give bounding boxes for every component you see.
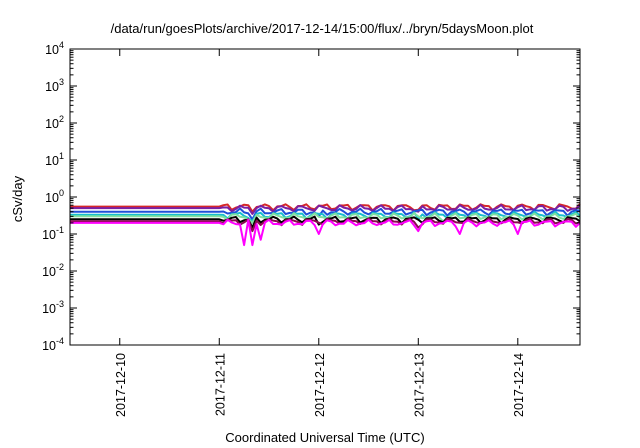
y-tick-base: 10 <box>42 265 56 279</box>
series-line <box>70 203 581 215</box>
y-tick-exponent: -4 <box>56 336 64 346</box>
y-tick-base: 10 <box>45 43 59 57</box>
plot-frame <box>69 48 581 346</box>
y-tick-base: 10 <box>45 154 59 168</box>
y-tick-exponent: 1 <box>59 151 64 161</box>
series-line <box>70 207 581 221</box>
x-tick-label: 2017-12-11 <box>213 353 227 416</box>
y-tick-label: 10-3 <box>42 299 64 316</box>
y-tick-label: 103 <box>45 77 64 94</box>
x-tick-label: 2017-12-12 <box>313 353 327 417</box>
y-tick-label: 100 <box>45 188 64 205</box>
y-tick-exponent: -1 <box>56 225 64 235</box>
y-tick-exponent: 4 <box>59 40 64 50</box>
series-layer <box>70 203 581 247</box>
y-tick-exponent: 2 <box>59 114 64 124</box>
chart-title: /data/run/goesPlots/archive/2017-12-14/1… <box>111 21 534 36</box>
y-tick-base: 10 <box>45 191 59 205</box>
x-tick-label: 2017-12-14 <box>512 353 526 417</box>
y-tick-label: 10-2 <box>42 262 64 279</box>
y-tick-base: 10 <box>42 302 56 316</box>
x-axis-label: Coordinated Universal Time (UTC) <box>225 430 424 445</box>
y-tick-base: 10 <box>42 339 56 353</box>
y-tick-label: 104 <box>45 40 64 57</box>
series-line <box>70 217 581 233</box>
y-tick-label: 102 <box>45 114 64 131</box>
y-tick-exponent: 3 <box>59 77 64 87</box>
series-line <box>70 215 581 229</box>
y-tick-exponent: 0 <box>59 188 64 198</box>
series-line <box>70 210 581 223</box>
y-tick-base: 10 <box>45 117 59 131</box>
x-tick-label: 2017-12-13 <box>412 353 426 417</box>
x-axis: 2017-12-10 2017-12-11 2017-12-12 2017-12-13… <box>114 49 526 417</box>
series-line <box>70 212 581 224</box>
y-tick-label: 101 <box>45 151 64 168</box>
y-tick-exponent: -3 <box>56 299 64 309</box>
y-tick-base: 10 <box>45 80 59 94</box>
x-tick-label: 2017-12-10 <box>114 353 128 417</box>
y-tick-base: 10 <box>42 228 56 242</box>
y-tick-exponent: -2 <box>56 262 64 272</box>
y-tick-label: 10-1 <box>42 225 64 242</box>
y-axis-label: cSv/day <box>10 175 25 222</box>
y-tick-label: 10-4 <box>42 336 64 353</box>
series-line <box>70 218 581 247</box>
